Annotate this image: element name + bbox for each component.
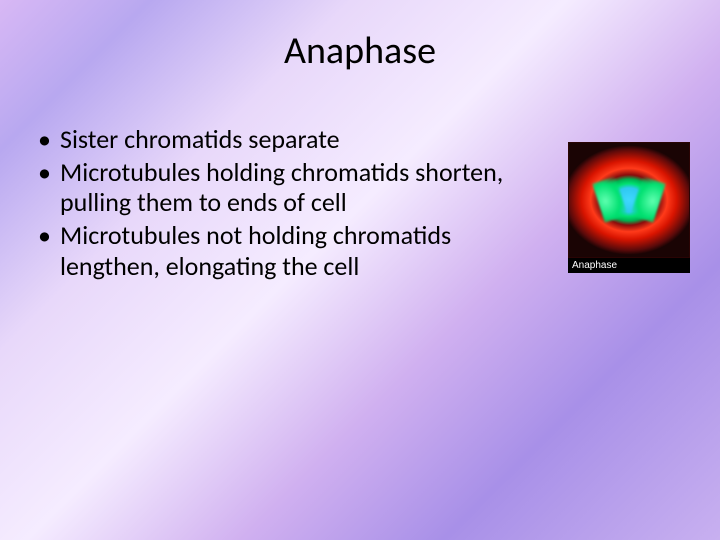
slide-title: Anaphase: [30, 28, 690, 74]
content-row: Sister chromatids separate Microtubules …: [30, 124, 690, 283]
anaphase-figure: Anaphase: [568, 142, 690, 273]
slide: Anaphase Sister chromatids separate Micr…: [0, 0, 720, 540]
figure-caption: Anaphase: [568, 258, 690, 273]
bullet-item: Microtubules holding chromatids shorten,…: [38, 157, 556, 218]
bullet-item: Microtubules not holding chromatids leng…: [38, 220, 556, 281]
anaphase-micrograph-image: [568, 142, 690, 258]
bullet-item: Sister chromatids separate: [38, 124, 556, 155]
bullet-list: Sister chromatids separate Microtubules …: [30, 124, 556, 283]
